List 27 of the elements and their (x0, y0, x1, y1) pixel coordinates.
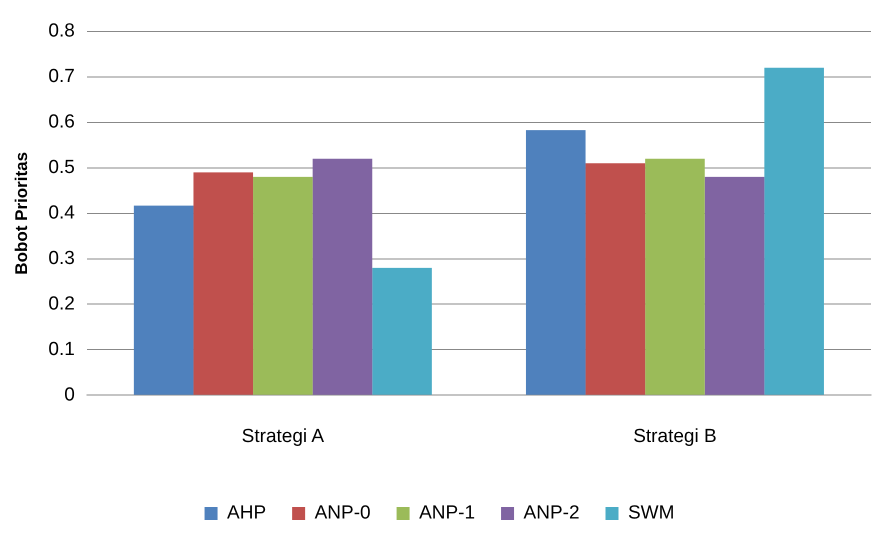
legend-label: SWM (628, 502, 674, 524)
bar (253, 176, 313, 395)
bar (526, 130, 586, 395)
bar (372, 268, 432, 395)
legend-label: ANP-2 (524, 502, 580, 524)
y-tick-label: 0.3 (48, 248, 75, 270)
y-tick-label: 0.5 (48, 157, 75, 178)
x-tick-label: Strategi A (242, 426, 324, 447)
bar (586, 163, 646, 395)
y-tick-label: 0.1 (48, 338, 75, 360)
legend-label: ANP-1 (419, 502, 476, 524)
y-tick-label: 0 (64, 384, 75, 406)
bar (193, 172, 254, 395)
y-tick-label: 0.8 (48, 20, 75, 42)
x-tick-label: Strategi B (633, 426, 717, 447)
y-axis-title: Bobot Prioritas (12, 152, 31, 275)
bar (645, 158, 705, 395)
legend-label: AHP (227, 502, 266, 524)
y-tick-label: 0.7 (48, 66, 75, 88)
bar (764, 68, 824, 395)
bar (704, 176, 764, 395)
y-tick-label: 0.4 (48, 202, 76, 224)
y-tick-label: 0.2 (48, 293, 75, 314)
y-tick-label: 0.6 (48, 112, 75, 133)
bar (134, 206, 194, 395)
bar (312, 158, 372, 395)
legend-label: ANP-0 (314, 502, 371, 524)
